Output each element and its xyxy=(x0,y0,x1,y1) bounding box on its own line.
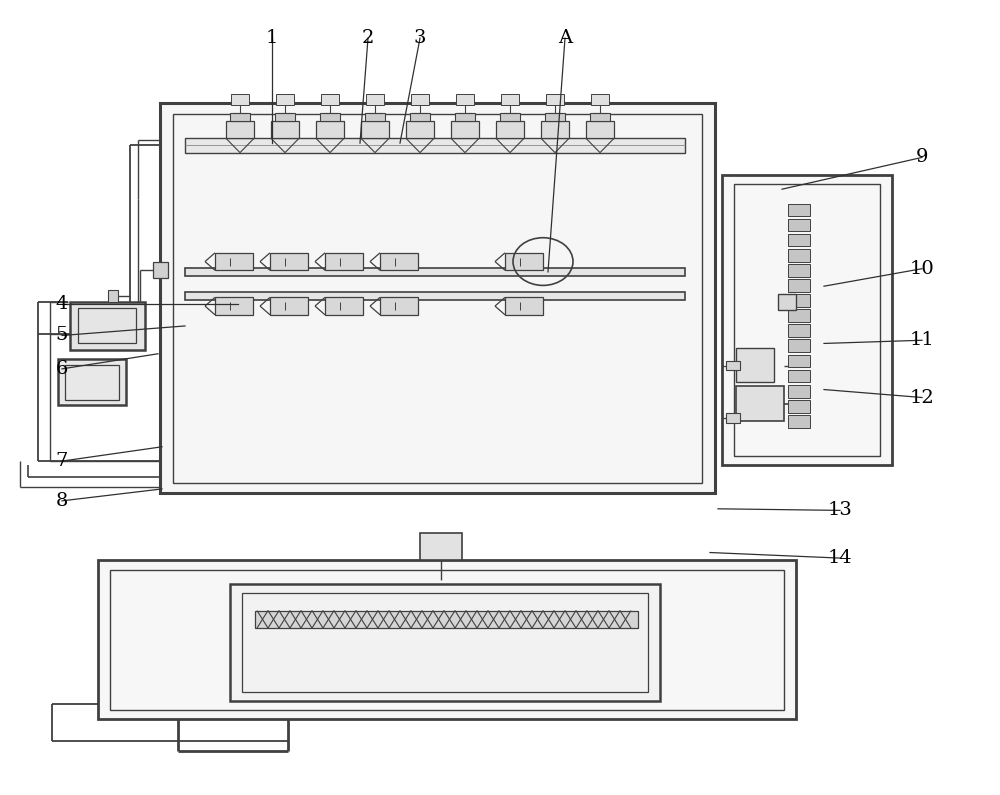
Bar xyxy=(366,94,384,105)
Bar xyxy=(230,584,660,701)
Bar xyxy=(108,290,118,302)
Bar xyxy=(242,593,648,692)
Text: 2: 2 xyxy=(362,29,374,47)
Bar xyxy=(736,348,774,382)
Bar xyxy=(726,413,740,423)
Bar xyxy=(778,294,796,310)
Bar xyxy=(270,253,308,270)
Bar xyxy=(788,264,810,277)
Text: 1: 1 xyxy=(266,29,278,47)
Text: A: A xyxy=(558,29,572,47)
Bar xyxy=(411,94,429,105)
Text: 12: 12 xyxy=(910,389,934,406)
Bar xyxy=(78,308,136,343)
Bar xyxy=(541,121,569,138)
Bar xyxy=(788,219,810,231)
Text: 7: 7 xyxy=(56,452,68,470)
Bar xyxy=(406,121,434,138)
Bar xyxy=(788,385,810,398)
Bar xyxy=(231,94,249,105)
Bar xyxy=(586,121,614,138)
Bar xyxy=(788,294,810,307)
Bar xyxy=(788,400,810,413)
Bar xyxy=(496,121,524,138)
Bar xyxy=(185,292,685,300)
Bar xyxy=(734,184,880,456)
Bar xyxy=(185,268,685,276)
Bar xyxy=(316,121,344,138)
Bar xyxy=(215,253,253,270)
Bar xyxy=(455,113,475,121)
Bar xyxy=(788,309,810,322)
Bar xyxy=(98,560,796,719)
Text: 11: 11 xyxy=(910,332,934,349)
Bar xyxy=(173,114,702,483)
Bar xyxy=(110,570,784,710)
Bar xyxy=(722,175,892,465)
Bar xyxy=(410,113,430,121)
Bar xyxy=(70,302,145,350)
Bar xyxy=(451,121,479,138)
Bar xyxy=(325,253,363,270)
Bar xyxy=(726,361,740,370)
Bar xyxy=(546,94,564,105)
Bar xyxy=(788,279,810,292)
Bar xyxy=(500,113,520,121)
Bar xyxy=(276,94,294,105)
Bar xyxy=(380,253,418,270)
Bar xyxy=(420,533,462,560)
Bar xyxy=(320,113,340,121)
Text: 14: 14 xyxy=(828,549,852,567)
Text: 8: 8 xyxy=(56,492,68,510)
Bar xyxy=(505,253,543,270)
Bar xyxy=(788,234,810,246)
Bar xyxy=(788,355,810,367)
Bar xyxy=(591,94,609,105)
Bar xyxy=(456,94,474,105)
Bar xyxy=(788,324,810,337)
Bar xyxy=(788,249,810,262)
Text: 13: 13 xyxy=(828,502,852,519)
Bar xyxy=(226,121,254,138)
Bar xyxy=(58,359,126,405)
Bar xyxy=(185,138,685,153)
Bar xyxy=(501,94,519,105)
Bar xyxy=(321,94,339,105)
Text: 3: 3 xyxy=(414,29,426,47)
Bar xyxy=(788,339,810,352)
Bar xyxy=(255,611,638,628)
Bar xyxy=(788,415,810,428)
Bar xyxy=(215,297,253,315)
Bar xyxy=(325,297,363,315)
Text: 5: 5 xyxy=(56,327,68,344)
Bar xyxy=(65,365,119,400)
Bar xyxy=(545,113,565,121)
Text: 9: 9 xyxy=(916,149,928,166)
Bar xyxy=(270,297,308,315)
Text: 6: 6 xyxy=(56,360,68,378)
Bar xyxy=(365,113,385,121)
Bar xyxy=(505,297,543,315)
Bar xyxy=(590,113,610,121)
Bar xyxy=(271,121,299,138)
Bar xyxy=(380,297,418,315)
Bar xyxy=(230,113,250,121)
Bar xyxy=(736,386,784,421)
Bar xyxy=(788,370,810,382)
Bar xyxy=(275,113,295,121)
Bar xyxy=(160,103,715,493)
Bar xyxy=(361,121,389,138)
Text: 4: 4 xyxy=(56,295,68,312)
Text: 10: 10 xyxy=(910,260,934,277)
Bar xyxy=(788,204,810,216)
Bar xyxy=(153,262,168,278)
